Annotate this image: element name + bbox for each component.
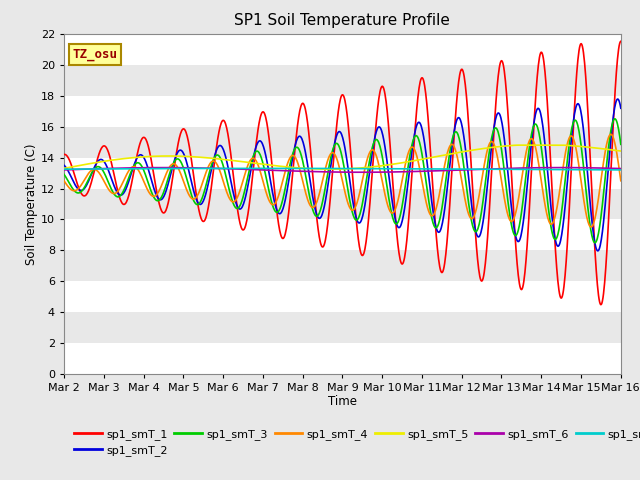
sp1_smT_7 xyxy=(60,166,68,172)
Bar xyxy=(64,312,621,343)
sp1_smT_1 xyxy=(60,152,68,157)
sp1_smT_5 xyxy=(285,164,293,170)
Legend: sp1_smT_1, sp1_smT_2, sp1_smT_3, sp1_smT_4, sp1_smT_5, sp1_smT_6, sp1_smT_7: sp1_smT_1, sp1_smT_2, sp1_smT_3, sp1_smT… xyxy=(70,424,640,460)
sp1_smT_1 xyxy=(442,246,450,252)
sp1_smT_1 xyxy=(504,115,512,120)
sp1_smT_3 xyxy=(617,142,625,147)
sp1_smT_5 xyxy=(117,156,125,162)
sp1_smT_6 xyxy=(495,166,502,171)
sp1_smT_2 xyxy=(442,193,450,199)
sp1_smT_5 xyxy=(60,166,68,171)
sp1_smT_5 xyxy=(513,142,521,148)
sp1_smT_4 xyxy=(494,158,502,164)
Bar xyxy=(64,219,621,251)
sp1_smT_4 xyxy=(305,201,313,206)
sp1_smT_6 xyxy=(60,167,68,173)
sp1_smT_7 xyxy=(259,166,267,171)
sp1_smT_3 xyxy=(442,174,450,180)
sp1_smT_5 xyxy=(495,144,502,150)
sp1_smT_6 xyxy=(305,168,313,174)
Text: TZ_osu: TZ_osu xyxy=(72,48,117,61)
sp1_smT_3 xyxy=(305,192,313,198)
sp1_smT_4 xyxy=(607,132,614,137)
sp1_smT_4 xyxy=(617,178,625,184)
sp1_smT_6 xyxy=(557,165,565,170)
Bar xyxy=(64,251,621,281)
sp1_smT_7 xyxy=(443,166,451,172)
sp1_smT_1 xyxy=(285,205,293,211)
sp1_smT_3 xyxy=(494,130,502,135)
sp1_smT_5 xyxy=(617,148,625,154)
Line: sp1_smT_5: sp1_smT_5 xyxy=(64,145,621,169)
sp1_smT_2 xyxy=(117,192,125,198)
sp1_smT_6 xyxy=(617,166,625,171)
sp1_smT_2 xyxy=(60,162,68,168)
Bar xyxy=(64,343,621,374)
sp1_smT_4 xyxy=(117,183,125,189)
sp1_smT_1 xyxy=(305,134,313,140)
Title: SP1 Soil Temperature Profile: SP1 Soil Temperature Profile xyxy=(234,13,451,28)
sp1_smT_2 xyxy=(594,248,602,254)
sp1_smT_6 xyxy=(285,168,293,174)
sp1_smT_6 xyxy=(358,169,366,175)
sp1_smT_5 xyxy=(505,143,513,149)
sp1_smT_4 xyxy=(60,178,68,184)
Line: sp1_smT_6: sp1_smT_6 xyxy=(64,168,621,172)
sp1_smT_3 xyxy=(117,192,125,198)
sp1_smT_7 xyxy=(286,166,294,171)
Bar xyxy=(64,281,621,312)
sp1_smT_5 xyxy=(305,166,313,171)
X-axis label: Time: Time xyxy=(328,395,357,408)
sp1_smT_2 xyxy=(617,106,625,111)
Line: sp1_smT_7: sp1_smT_7 xyxy=(64,168,621,170)
sp1_smT_2 xyxy=(504,173,512,179)
sp1_smT_3 xyxy=(285,166,293,171)
Line: sp1_smT_4: sp1_smT_4 xyxy=(64,134,621,227)
sp1_smT_5 xyxy=(326,166,334,172)
sp1_smT_7 xyxy=(117,166,125,172)
Bar xyxy=(64,65,621,96)
Bar xyxy=(64,34,621,65)
sp1_smT_2 xyxy=(494,110,502,116)
sp1_smT_4 xyxy=(442,154,450,160)
sp1_smT_6 xyxy=(117,165,125,171)
sp1_smT_2 xyxy=(305,172,313,178)
sp1_smT_1 xyxy=(117,198,125,204)
Bar xyxy=(64,127,621,157)
sp1_smT_7 xyxy=(306,166,314,171)
sp1_smT_6 xyxy=(443,168,451,173)
Bar xyxy=(64,157,621,189)
sp1_smT_5 xyxy=(443,152,451,157)
Line: sp1_smT_2: sp1_smT_2 xyxy=(64,99,621,251)
sp1_smT_2 xyxy=(614,96,621,102)
sp1_smT_3 xyxy=(504,201,512,206)
sp1_smT_7 xyxy=(505,167,513,172)
sp1_smT_3 xyxy=(611,116,618,122)
Line: sp1_smT_1: sp1_smT_1 xyxy=(64,41,621,305)
sp1_smT_1 xyxy=(494,73,502,79)
sp1_smT_6 xyxy=(505,166,513,171)
sp1_smT_4 xyxy=(588,224,595,230)
Y-axis label: Soil Temperature (C): Soil Temperature (C) xyxy=(25,143,38,265)
sp1_smT_1 xyxy=(617,38,625,44)
sp1_smT_2 xyxy=(285,175,293,181)
sp1_smT_3 xyxy=(60,171,68,177)
sp1_smT_7 xyxy=(617,167,625,173)
sp1_smT_4 xyxy=(504,213,512,219)
Line: sp1_smT_3: sp1_smT_3 xyxy=(64,119,621,243)
sp1_smT_7 xyxy=(495,167,502,172)
Bar xyxy=(64,189,621,219)
sp1_smT_1 xyxy=(597,302,605,308)
sp1_smT_3 xyxy=(591,240,599,246)
sp1_smT_4 xyxy=(285,156,293,162)
Bar xyxy=(64,96,621,127)
